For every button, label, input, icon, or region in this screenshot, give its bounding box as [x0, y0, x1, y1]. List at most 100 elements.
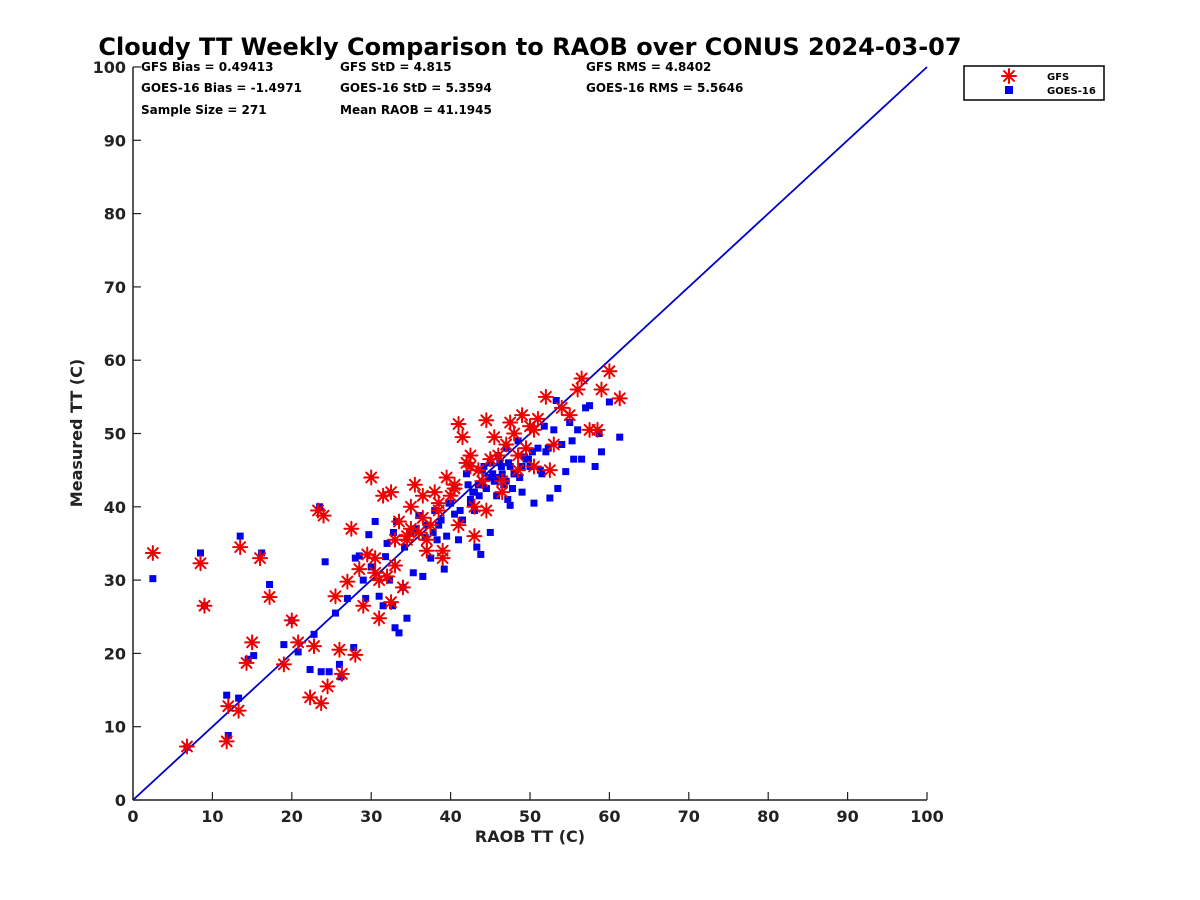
y-tick-label: 80 — [104, 205, 126, 224]
goes16-point — [294, 648, 302, 656]
goes16-point — [316, 503, 324, 511]
goes16-point — [306, 666, 314, 674]
x-tick-label: 0 — [127, 807, 138, 826]
gfs-point — [367, 550, 384, 567]
goes16-point — [470, 488, 478, 496]
stat-goes-bias: GOES-16 Bias = -1.4971 — [141, 81, 302, 95]
goes16-point — [391, 624, 399, 632]
goes16-point — [496, 459, 504, 467]
goes16-point — [542, 448, 550, 456]
gfs-point — [252, 550, 269, 567]
y-tick-label: 60 — [104, 351, 126, 370]
goes16-point — [536, 466, 544, 474]
goes16-point — [462, 470, 470, 478]
goes16-point — [427, 554, 435, 562]
goes16-point — [437, 516, 445, 524]
goes16-point — [419, 572, 427, 580]
chart-title: Cloudy TT Weekly Comparison to RAOB over… — [98, 33, 961, 61]
goes16-point — [440, 565, 448, 573]
goes16-point — [310, 630, 318, 638]
gfs-point — [371, 610, 388, 627]
stat-gfs-rms: GFS RMS = 4.8402 — [586, 60, 711, 74]
goes16-point — [506, 501, 514, 509]
gfs-point — [144, 544, 161, 561]
gfs-point — [601, 363, 618, 380]
gfs-point — [327, 588, 344, 605]
goes16-point — [546, 494, 554, 502]
goes16-point — [516, 473, 524, 481]
gfs-point — [573, 370, 590, 387]
gfs-point — [462, 458, 479, 475]
gfs-point — [261, 588, 278, 605]
goes16-point — [466, 495, 474, 503]
goes16-point — [250, 652, 258, 660]
goes16-point — [401, 543, 409, 551]
goes16-point — [236, 532, 244, 540]
legend-gfs-label: GFS — [1047, 72, 1069, 83]
goes16-point — [520, 453, 528, 461]
goes16-point — [605, 398, 613, 406]
gfs-point — [418, 531, 435, 548]
goes16-point — [473, 543, 481, 551]
goes16-point — [582, 404, 590, 412]
gfs-point — [462, 447, 479, 464]
goes16-point — [591, 462, 599, 470]
y-tick-label: 10 — [104, 718, 126, 737]
gfs-point — [313, 695, 330, 712]
goes16-point — [415, 512, 423, 520]
goes16-point — [244, 655, 252, 663]
goes16-point — [395, 629, 403, 637]
gfs-point — [355, 597, 372, 614]
gfs-point — [394, 579, 411, 596]
gfs-point — [290, 634, 307, 651]
gfs-point — [506, 425, 523, 442]
gfs-point — [518, 440, 535, 457]
goes16-point — [381, 553, 389, 561]
gfs-point — [232, 539, 249, 556]
goes16-point — [433, 536, 441, 544]
gfs-point — [478, 502, 495, 519]
goes16-point — [477, 550, 485, 558]
legend-goes-label: GOES-16 — [1047, 86, 1096, 97]
goes16-point — [409, 569, 417, 577]
goes16-point — [235, 694, 243, 702]
x-tick-label: 80 — [757, 807, 779, 826]
y-tick-label: 30 — [104, 571, 126, 590]
goes16-point — [562, 468, 570, 476]
x-tick-label: 20 — [281, 807, 303, 826]
goes16-point — [365, 531, 373, 539]
x-tick-label: 70 — [678, 807, 700, 826]
stat-goes-rms: GOES-16 RMS = 5.5646 — [586, 81, 743, 95]
gfs-point — [333, 665, 350, 682]
gfs-point — [319, 678, 336, 695]
goes16-point — [335, 660, 343, 668]
gfs-point — [589, 421, 606, 438]
stat-gfs-std: GFS StD = 4.815 — [340, 60, 452, 74]
x-tick-label: 90 — [836, 807, 858, 826]
y-axis-label: Measured TT (C) — [67, 359, 86, 507]
gfs-point — [466, 498, 483, 515]
goes16-point — [371, 517, 379, 525]
y-tick-label: 70 — [104, 278, 126, 297]
legend-goes-marker — [1005, 86, 1013, 94]
goes16-point — [224, 731, 232, 739]
gfs-point — [402, 498, 419, 515]
gfs-point — [541, 462, 558, 479]
gfs-point — [283, 612, 300, 629]
gfs-point — [383, 484, 400, 501]
goes16-point — [486, 528, 494, 536]
goes16-point — [317, 668, 325, 676]
gfs-point — [275, 656, 292, 673]
goes16-point — [456, 506, 464, 514]
goes16-point — [538, 470, 546, 478]
goes16-point — [544, 444, 552, 452]
stat-gfs-bias: GFS Bias = 0.49413 — [141, 60, 273, 74]
goes16-point — [359, 576, 367, 584]
gfs-point — [244, 634, 261, 651]
gfs-point — [446, 480, 463, 497]
goes16-point — [389, 602, 397, 610]
gfs-point — [238, 654, 255, 671]
gfs-point — [466, 528, 483, 545]
goes16-point — [266, 580, 274, 588]
